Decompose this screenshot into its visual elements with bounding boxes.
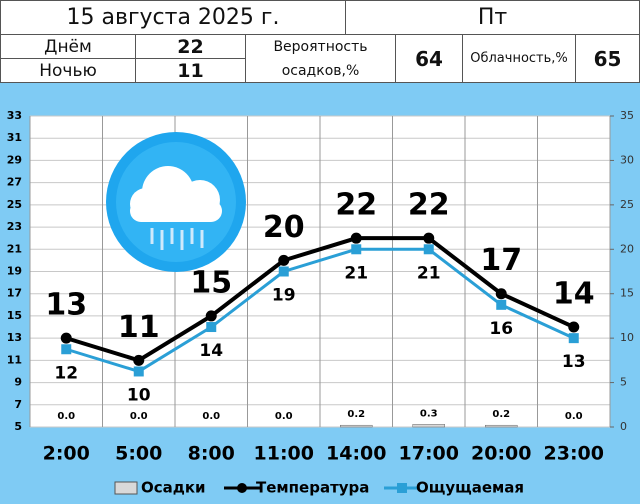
x-tick-label: 20:00 (471, 443, 531, 465)
feels-label: 21 (344, 263, 368, 283)
y-tick-label: 25 (7, 198, 22, 211)
y2-tick-label: 15 (620, 287, 634, 300)
night-label: Ночью (0, 58, 136, 83)
temp-label: 11 (118, 310, 160, 345)
weather-icon (106, 132, 246, 272)
legend-marker (237, 483, 247, 493)
precip-value: 64 (395, 34, 463, 83)
feels-label: 10 (127, 385, 151, 405)
x-tick-label: 2:00 (43, 443, 90, 465)
legend-label: Температура (256, 479, 369, 497)
temp-label: 13 (45, 288, 87, 323)
precip-label: 0.0 (130, 411, 148, 422)
y-tick-label: 29 (7, 153, 22, 166)
temp-point (205, 310, 217, 322)
y-tick-label: 7 (14, 398, 22, 411)
y2-tick-label: 30 (620, 153, 634, 166)
y2-tick-label: 20 (620, 242, 634, 255)
temp-point (60, 332, 72, 344)
x-tick-label: 5:00 (115, 443, 162, 465)
precip-bar (412, 424, 445, 428)
y2-tick-label: 35 (620, 109, 634, 122)
legend-label: Осадки (141, 479, 206, 497)
temp-point (133, 354, 145, 366)
y-tick-label: 21 (7, 242, 22, 255)
y2-tick-label: 25 (620, 198, 634, 211)
feels-point (568, 333, 579, 344)
feels-label: 12 (54, 363, 78, 383)
y-tick-label: 33 (7, 109, 22, 122)
temp-label: 22 (408, 188, 450, 223)
y2-tick-label: 5 (620, 376, 627, 389)
feels-label: 16 (489, 319, 513, 339)
precip-label: Вероятность осадков,% (245, 34, 396, 83)
precip-label: 0.2 (492, 409, 510, 420)
temp-point (495, 288, 507, 300)
y-tick-label: 5 (14, 420, 22, 433)
x-tick-label: 23:00 (544, 443, 604, 465)
y2-tick-label: 0 (620, 420, 627, 433)
y-tick-label: 23 (7, 220, 22, 233)
legend-swatch (114, 481, 138, 495)
y-tick-label: 27 (7, 176, 22, 189)
temp-point (568, 321, 580, 333)
y-tick-label: 15 (7, 309, 22, 322)
feels-label: 13 (562, 352, 586, 372)
legend-label: Ощущаемая (416, 479, 524, 497)
feels-point (496, 299, 507, 310)
temp-label: 17 (480, 243, 522, 278)
y-tick-label: 13 (7, 331, 22, 344)
precip-label: 0.0 (275, 411, 293, 422)
legend-marker (397, 483, 407, 493)
precip-label: 0.3 (420, 408, 438, 419)
y2-tick-label: 10 (620, 331, 634, 344)
feels-label: 14 (199, 341, 223, 361)
x-tick-label: 8:00 (188, 443, 235, 465)
feels-point (133, 366, 144, 377)
temp-label: 15 (190, 265, 232, 300)
temp-label: 22 (335, 188, 377, 223)
feels-label: 21 (417, 263, 441, 283)
precip-label: 0.2 (347, 409, 365, 420)
x-tick-label: 17:00 (399, 443, 459, 465)
temp-point (423, 232, 435, 244)
y-tick-label: 19 (7, 265, 22, 278)
y-tick-label: 31 (7, 131, 22, 144)
precip-label: 0.0 (57, 411, 75, 422)
temp-label: 20 (263, 210, 305, 245)
precip-bar (485, 424, 518, 428)
y-tick-label: 11 (7, 353, 22, 366)
feels-point (61, 344, 72, 355)
feels-point (278, 266, 289, 277)
feels-point (423, 244, 434, 255)
feels-label: 19 (272, 286, 296, 306)
temp-point (278, 254, 290, 266)
date: 15 августа 2025 г. (0, 0, 346, 35)
cloud-label: Облачность,% (462, 34, 576, 83)
feels-point (351, 244, 362, 255)
temp-label: 14 (553, 277, 595, 312)
series-line (65, 236, 575, 363)
x-tick-label: 14:00 (326, 443, 386, 465)
x-tick-label: 11:00 (254, 443, 314, 465)
precip-label: 0.0 (565, 411, 583, 422)
precip-bar (340, 424, 373, 428)
y-tick-label: 17 (7, 287, 22, 300)
temp-point (350, 232, 362, 244)
precip-label: 0.0 (202, 411, 220, 422)
series-line (65, 247, 575, 374)
night-value: 11 (135, 58, 246, 83)
y-tick-label: 9 (14, 376, 22, 389)
feels-point (206, 322, 217, 333)
day-label: Днём (0, 34, 136, 59)
